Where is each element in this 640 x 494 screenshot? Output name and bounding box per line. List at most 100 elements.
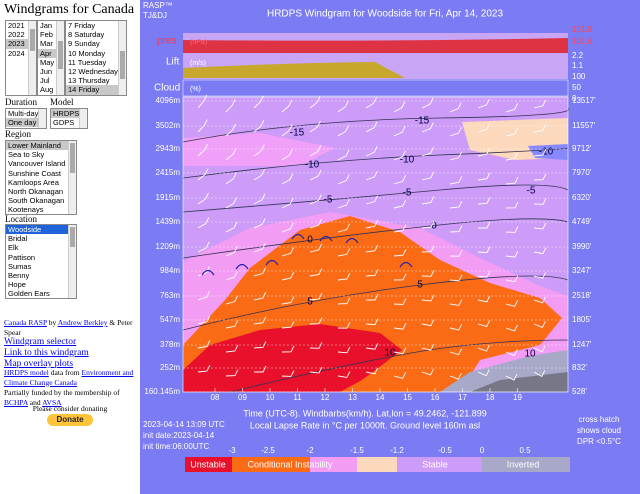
list-option[interactable]: 13 Thursday: [68, 76, 110, 86]
windbarb: [337, 100, 349, 113]
list-option[interactable]: 8 Saturday: [68, 30, 105, 40]
windbarb: [505, 152, 519, 161]
list-option[interactable]: Lower Mainland: [6, 141, 76, 151]
windbarb: [309, 194, 322, 205]
list-option[interactable]: 7 Friday: [68, 21, 96, 30]
list-option[interactable]: Multi-day: [8, 109, 39, 118]
windbarb: [365, 146, 378, 157]
altitude-m: 1209m: [156, 242, 181, 251]
hour-label: 14: [376, 393, 385, 402]
windbarb: [505, 127, 519, 137]
list-option[interactable]: HRDPS: [51, 109, 87, 119]
list-option[interactable]: Hope: [8, 280, 26, 290]
list-option[interactable]: Aug: [40, 85, 54, 95]
altitude-ft: 2518': [572, 291, 592, 300]
windbarb: [477, 172, 491, 181]
pres-label: pres.: [157, 36, 179, 47]
list-option[interactable]: Benny: [8, 271, 30, 281]
windbarb: [337, 297, 351, 305]
list-option[interactable]: North Okanagan: [8, 187, 64, 197]
windbarb: [421, 97, 434, 109]
list-option[interactable]: 2022: [8, 30, 25, 40]
list-option[interactable]: GDPS: [53, 118, 75, 128]
windbarb: [337, 321, 351, 329]
list-option[interactable]: 2021: [8, 21, 25, 30]
list-option[interactable]: Bridal: [8, 234, 28, 244]
windbarb: [197, 340, 211, 349]
text: by: [48, 318, 57, 327]
brand: RASP™: [143, 1, 173, 10]
link[interactable]: HRDPS model: [4, 368, 49, 377]
duration-list[interactable]: Multi-day One day: [5, 108, 47, 129]
hour-label: 17: [458, 393, 467, 402]
windbarb: [477, 344, 490, 352]
windbarb: [281, 370, 295, 377]
legend-ticks: -3 -2.5 -2 -1.5 -1.2 -0.5 0 0.5: [228, 446, 531, 455]
list-option[interactable]: Jun: [40, 67, 53, 77]
altitude-ft: 3247': [572, 266, 592, 275]
windbarb: [309, 243, 323, 253]
windbarb: [253, 95, 264, 109]
windbarb: [281, 345, 295, 353]
link[interactable]: Link to this windgram: [4, 348, 89, 358]
list-option[interactable]: Kootenays: [8, 205, 44, 215]
list-option[interactable]: 2024: [8, 48, 25, 58]
link[interactable]: AVSA: [42, 397, 62, 407]
model-list[interactable]: HRDPS GDPS: [50, 108, 88, 129]
pres-unit: (hPa): [190, 39, 207, 46]
list-option[interactable]: Apr: [38, 48, 64, 58]
list-option[interactable]: 10 Monday: [68, 48, 106, 58]
list-option[interactable]: May: [40, 57, 55, 67]
list-option[interactable]: Kamloops Area: [8, 177, 59, 187]
list-option[interactable]: South Okanagan: [8, 196, 65, 206]
altitude-ft: 11557': [572, 121, 596, 130]
windbarb: [197, 315, 211, 325]
list-option[interactable]: 14 Friday: [66, 85, 126, 95]
list-option[interactable]: Mar: [40, 39, 53, 49]
list-option[interactable]: 9 Sunday: [68, 39, 100, 49]
list-option[interactable]: 2023: [6, 39, 36, 49]
windbarb: [393, 372, 407, 379]
year-list[interactable]: 2021 2022 2023 2024: [5, 20, 37, 96]
list-option[interactable]: Vancouver Island: [8, 159, 66, 169]
list-option[interactable]: Feb: [40, 30, 53, 40]
link[interactable]: Map overlay plots: [4, 359, 74, 369]
link[interactable]: Environment and Climate Change Canada: [4, 368, 134, 387]
list-option[interactable]: Sumas: [8, 261, 32, 271]
windbarb: [393, 175, 407, 185]
list-option[interactable]: Sunshine Coast: [8, 168, 61, 178]
region-list[interactable]: Lower Mainland Sea to Sky Vancouver Island…: [5, 140, 77, 215]
list-option[interactable]: 12 Wednesday: [68, 67, 118, 77]
link[interactable]: Canada RASP: [4, 318, 47, 327]
list-option[interactable]: 11 Tuesday: [68, 57, 107, 67]
list-option[interactable]: Golden Ears: [8, 289, 50, 299]
windbarb: [421, 122, 434, 133]
altitude-ft: 1247': [572, 340, 592, 349]
windbarb: [197, 168, 209, 181]
list-option[interactable]: Woodside: [6, 225, 76, 235]
list-option[interactable]: Jul: [40, 76, 50, 86]
location-list[interactable]: Woodside Bridal Elk Pattison Sumas Benny Hope G…: [5, 224, 77, 299]
list-option[interactable]: Jan: [40, 21, 53, 30]
list-option[interactable]: Pattison: [8, 252, 36, 262]
brand-sub: TJ&DJ: [143, 11, 167, 20]
day-list[interactable]: 7 Friday 8 Saturday 9 Sunday 10 Monday 11 Tu…: [65, 20, 127, 96]
contour-label: 0: [431, 221, 437, 232]
list-option[interactable]: Elk: [8, 243, 19, 253]
windbarb: [281, 148, 293, 161]
windbarb: [393, 273, 407, 281]
cloud-marker: [201, 269, 215, 276]
list-option[interactable]: One day: [6, 118, 46, 128]
list-option[interactable]: Sea to Sky: [8, 150, 45, 160]
legend-swatch: [185, 457, 232, 472]
donate-button[interactable]: Donate: [47, 414, 93, 426]
contour-labels: -15 -15 -10 -10 -10 -5 -5 -5 0 0 5 5 10 10: [290, 116, 554, 360]
legend-tick: -0.5: [438, 446, 452, 455]
windbarb: [225, 148, 237, 161]
link[interactable]: BCHPA: [4, 397, 28, 407]
panel-scale: 101.8: [572, 25, 593, 34]
month-list[interactable]: Jan Feb Mar Apr May Jun Jul Aug: [37, 20, 65, 96]
windbarb: [449, 373, 462, 380]
link[interactable]: Windgram selector: [4, 337, 77, 347]
link[interactable]: Andrew Berkley: [57, 318, 108, 327]
